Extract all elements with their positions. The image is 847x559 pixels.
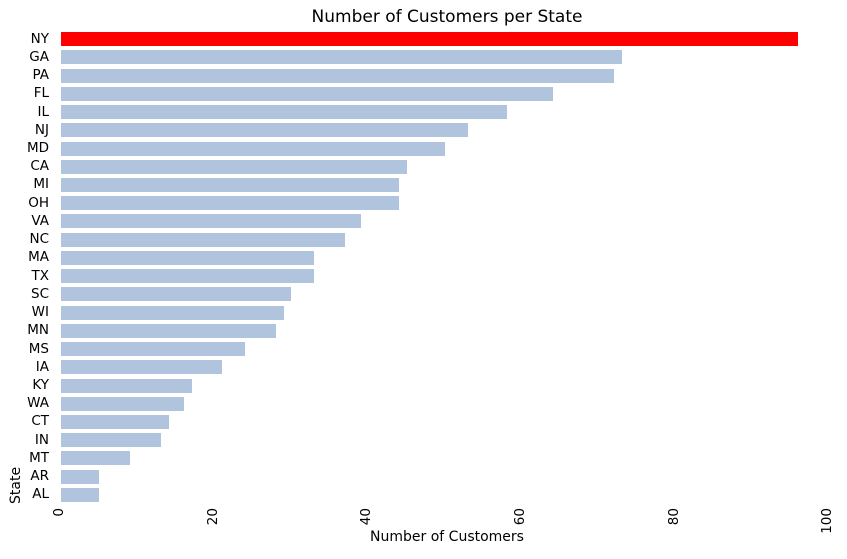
ytick-label-wa: WA [27,395,49,412]
ytick-label-sc: SC [31,285,49,302]
ytick-label-pa: PA [32,67,49,84]
ytick-label-ca: CA [30,158,49,175]
xtick-label-60: 60 [511,508,528,526]
bar-ny [61,32,799,47]
ytick-label-ga: GA [29,48,49,65]
ytick-label-mi: MI [33,176,49,193]
bar-nc [61,232,346,247]
bar-va [61,214,361,229]
ytick-label-al: AL [32,486,49,503]
ytick-label-ny: NY [30,30,49,47]
ytick-label-in: IN [34,431,49,448]
bar-ia [61,360,223,375]
xtick-label-80: 80 [665,508,682,526]
xtick-label-20: 20 [204,508,221,526]
bar-in [61,433,161,448]
bar-ct [61,414,169,429]
bar-ca [61,159,407,174]
ytick-label-ma: MA [28,249,49,266]
ytick-label-oh: OH [28,194,49,211]
plot-area [61,30,833,504]
ytick-label-ms: MS [28,340,49,357]
bar-ms [61,342,246,357]
ytick-label-mt: MT [29,449,49,466]
xtick-label-40: 40 [358,508,375,526]
ytick-label-il: IL [37,103,49,120]
bar-sc [61,287,292,302]
bar-mt [61,451,131,466]
xtick-label-0: 0 [51,508,67,517]
bar-pa [61,68,615,83]
bar-wa [61,396,184,411]
bar-al [61,487,100,502]
ytick-label-nc: NC [29,231,49,248]
bar-oh [61,196,399,211]
bar-il [61,105,507,120]
bar-mn [61,323,277,338]
bar-mi [61,177,399,192]
ytick-label-ky: KY [32,377,49,393]
ytick-label-mn: MN [27,322,49,339]
ytick-label-md: MD [26,140,49,156]
ytick-label-ar: AR [30,468,49,485]
bar-tx [61,269,315,284]
x-axis-label: Number of Customers [370,529,524,545]
ytick-label-tx: TX [31,267,50,284]
ytick-label-nj: NJ [34,121,49,138]
ytick-label-va: VA [31,212,49,229]
bar-wi [61,305,284,320]
ytick-label-wi: WI [31,304,49,321]
y-axis-tick-labels: NY GA PA FL IL NJ MD CA MI OH VA NC MA TX SC WI MN MS IA KY… [0,30,55,504]
ytick-label-ct: CT [31,413,49,430]
bar-nj [61,123,469,138]
bar-ma [61,250,315,265]
bar-ky [61,378,192,393]
ytick-label-ia: IA [35,358,49,375]
ytick-label-fl: FL [33,85,49,102]
bar-ar [61,469,100,484]
chart-title: Number of Customers per State [311,7,583,27]
bar-md [61,141,446,156]
bar-fl [61,86,553,101]
bar-ga [61,50,622,65]
